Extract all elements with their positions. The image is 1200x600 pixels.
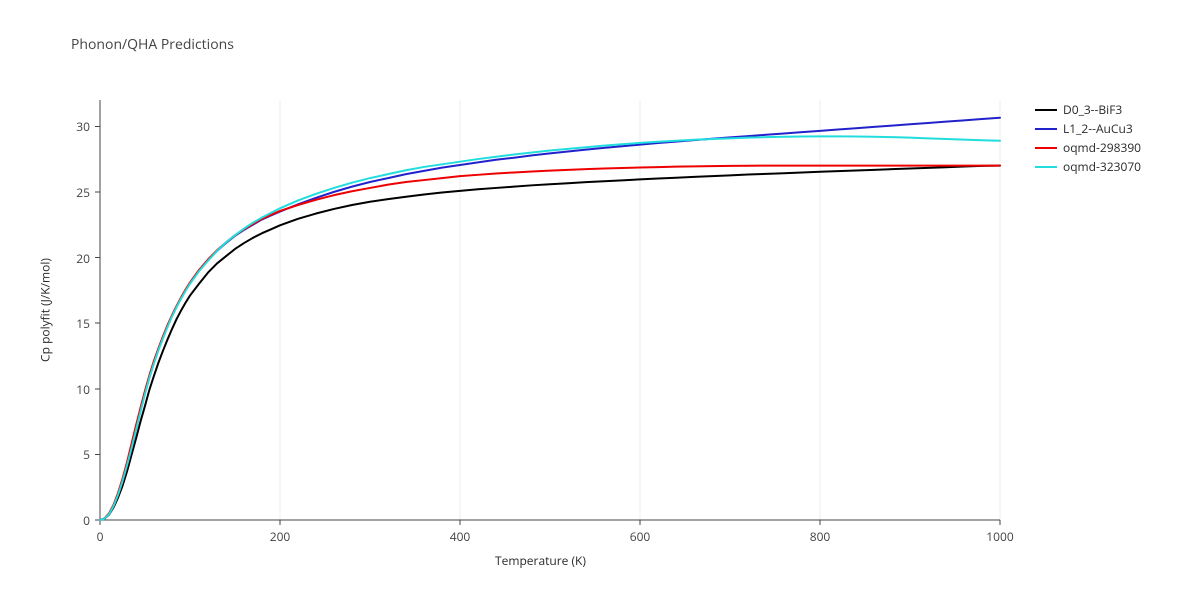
x-tick-label: 600 [625, 528, 655, 545]
y-tick-label: 10 [76, 381, 90, 398]
y-tick-label: 15 [76, 315, 90, 332]
series-line [100, 136, 1000, 520]
y-tick-label: 25 [76, 184, 90, 201]
legend-label: oqmd-298390 [1063, 139, 1141, 156]
y-tick-label: 20 [76, 250, 90, 267]
legend-swatch [1035, 147, 1057, 149]
x-tick-label: 0 [85, 528, 115, 545]
legend-label: D0_3--BiF3 [1063, 101, 1122, 118]
series-line [100, 166, 1000, 520]
x-tick-label: 800 [805, 528, 835, 545]
legend-item[interactable]: D0_3--BiF3 [1035, 100, 1141, 119]
legend: D0_3--BiF3 L1_2--AuCu3 oqmd-298390 oqmd-323… [1035, 100, 1141, 176]
chart-container: Phonon/QHA Predictions Temperature (K) C… [0, 0, 1200, 600]
legend-swatch [1035, 128, 1057, 130]
legend-item[interactable]: L1_2--AuCu3 [1035, 119, 1141, 138]
series-line [100, 118, 1000, 520]
legend-swatch [1035, 109, 1057, 111]
x-tick-label: 400 [445, 528, 475, 545]
x-axis-label: Temperature (K) [495, 552, 586, 569]
legend-label: L1_2--AuCu3 [1063, 120, 1133, 137]
legend-item[interactable]: oqmd-298390 [1035, 138, 1141, 157]
x-tick-label: 1000 [985, 528, 1015, 545]
y-tick-label: 5 [83, 446, 90, 463]
series-line [100, 166, 1000, 520]
legend-item[interactable]: oqmd-323070 [1035, 157, 1141, 176]
y-tick-label: 0 [83, 512, 90, 529]
x-tick-label: 200 [265, 528, 295, 545]
chart-plot-area [0, 0, 1200, 600]
legend-swatch [1035, 166, 1057, 168]
y-axis-label: Cp polyfit (J/K/mol) [37, 258, 54, 362]
legend-label: oqmd-323070 [1063, 158, 1141, 175]
y-tick-label: 30 [76, 118, 90, 135]
